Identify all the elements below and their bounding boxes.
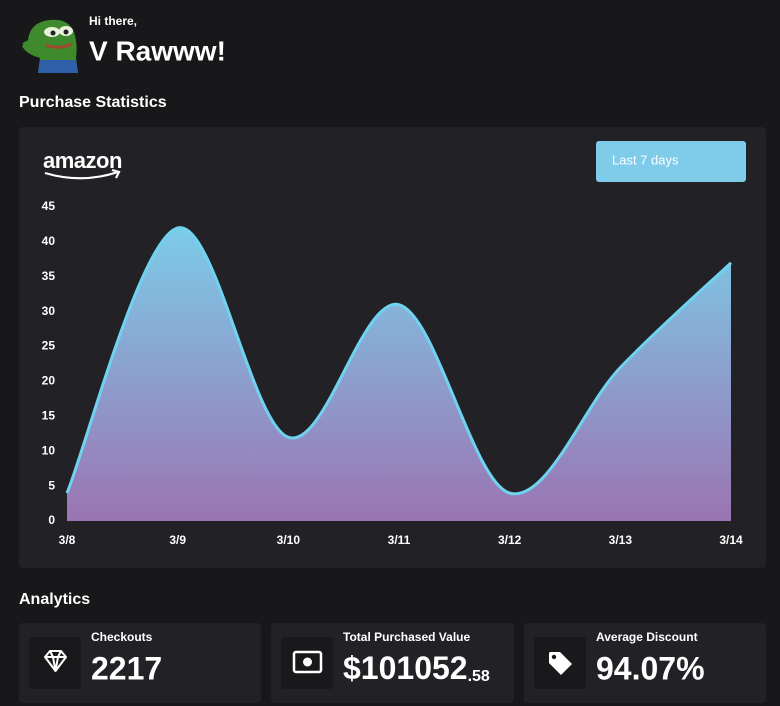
y-tick-label: 15 — [42, 409, 56, 423]
stat-value: 2217 — [91, 650, 162, 686]
y-tick-label: 5 — [48, 478, 55, 492]
brand-logo: amazon — [43, 148, 122, 173]
x-tick-label: 3/9 — [169, 533, 186, 547]
y-tick-label: 0 — [48, 513, 55, 527]
x-tick-label: 3/10 — [277, 533, 301, 547]
x-tick-label: 3/11 — [388, 533, 411, 547]
stat-card: Total Purchased Value $101052.58 — [271, 623, 514, 703]
range-button[interactable] — [596, 141, 746, 182]
x-tick-label: 3/13 — [609, 533, 633, 547]
y-tick-label: 40 — [42, 234, 56, 248]
section-title: Analytics — [19, 591, 90, 608]
stat-value-cents: .58 — [468, 668, 490, 685]
plot: 0 5 10 15 20 25 30 35 40 45 3/8 3/9 3/10 3/11 3/12 3/13… — [42, 199, 743, 547]
stat-label: Average Discount — [596, 630, 698, 644]
user-name: V Rawww! — [89, 35, 226, 66]
y-tick-label: 25 — [42, 339, 56, 353]
stat-label: Checkouts — [91, 630, 153, 644]
stat-value: $101052.58 — [343, 650, 490, 686]
stat-label: Total Purchased Value — [343, 630, 470, 644]
y-tick-label: 30 — [42, 304, 56, 318]
stat-value: 94.07% — [596, 650, 705, 686]
area-line — [65, 226, 733, 496]
brand-smile — [44, 168, 121, 180]
x-tick-label: 3/14 — [719, 533, 743, 547]
stat-card: Average Discount 94.07% — [524, 623, 766, 703]
greeting: Hi there, — [89, 14, 137, 28]
x-tick-label: 3/12 — [498, 533, 522, 547]
area-fill — [67, 227, 731, 522]
y-tick-label: 20 — [42, 374, 56, 388]
y-tick-label: 45 — [42, 199, 56, 213]
y-tick-label: 35 — [42, 269, 56, 283]
y-tick-label: 10 — [42, 443, 56, 457]
section-title: Purchase Statistics — [19, 94, 167, 111]
stat-card: Checkouts 2217 — [19, 623, 261, 703]
stat-value-main: $101052 — [343, 650, 468, 686]
avatar — [22, 19, 78, 73]
x-tick-label: 3/8 — [59, 533, 76, 547]
range-button-label[interactable]: Last 7 days — [612, 152, 679, 167]
